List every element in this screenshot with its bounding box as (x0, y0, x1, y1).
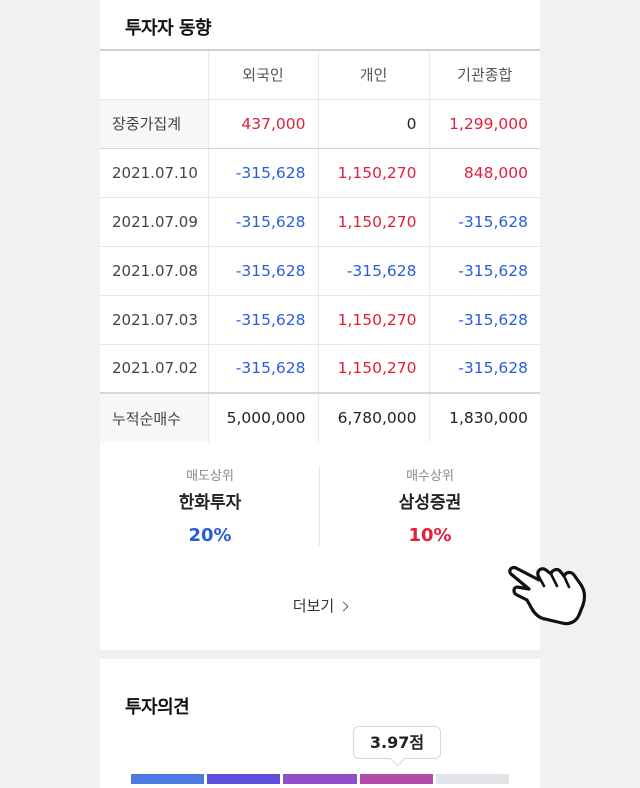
cell-individual: 6,780,000 (317, 393, 429, 442)
buy-top-caption: 매수상위 (406, 469, 454, 484)
sell-top: 매도상위 한화투자 20% (100, 466, 320, 548)
cell-individual: 1,150,270 (317, 148, 429, 198)
column-header-foreign: 외국인 (207, 50, 318, 100)
row-label: 2021.07.08 (100, 246, 208, 296)
row-label: 누적순매수 (100, 393, 208, 442)
pointing-hand-icon (508, 565, 586, 626)
table-row: 2021.07.02 -315,628 1,150,270 -315,628 (100, 344, 540, 394)
column-header-institution: 기관종합 (428, 50, 540, 100)
cell-institution: -315,628 (428, 295, 540, 345)
table-header-row: 외국인 개인 기관종합 (100, 50, 540, 100)
buy-top-percent: 10% (408, 525, 452, 546)
rank-divider (319, 466, 320, 546)
buy-top-broker: 삼성증권 (398, 493, 462, 513)
more-label: 더보기 (292, 597, 335, 615)
cell-institution: 848,000 (428, 148, 540, 198)
cell-individual: 0 (317, 99, 429, 149)
opinion-bar-segment (435, 774, 509, 784)
cell-institution: -315,628 (428, 246, 540, 296)
cell-foreign: 437,000 (207, 99, 318, 149)
row-label: 2021.07.09 (100, 197, 208, 247)
row-label: 2021.07.10 (100, 148, 208, 198)
opinion-bar-segment (207, 774, 281, 784)
table-row: 2021.07.08 -315,628 -315,628 -315,628 (100, 246, 540, 296)
table-row: 2021.07.03 -315,628 1,150,270 -315,628 (100, 295, 540, 345)
opinion-bar-segment (131, 774, 205, 784)
sell-top-caption: 매도상위 (186, 469, 234, 484)
opinion-score-badge: 3.97점 (353, 726, 441, 759)
investor-trend-card: 투자자 동향 외국인 개인 기관종합 장중가집계 437,000 0 1,299… (100, 0, 540, 650)
cell-institution: -315,628 (428, 344, 540, 394)
cell-institution: -315,628 (428, 197, 540, 247)
table-row: 2021.07.09 -315,628 1,150,270 -315,628 (100, 197, 540, 247)
table-row: 2021.07.10 -315,628 1,150,270 848,000 (100, 148, 540, 198)
cell-foreign: -315,628 (207, 295, 318, 345)
column-header-individual: 개인 (317, 50, 429, 100)
row-label: 2021.07.02 (100, 344, 208, 394)
cell-foreign: -315,628 (207, 197, 318, 247)
table-row-total: 누적순매수 5,000,000 6,780,000 1,830,000 (100, 393, 540, 442)
row-label: 2021.07.03 (100, 295, 208, 345)
cell-individual: -315,628 (317, 246, 429, 296)
investor-trend-table: 외국인 개인 기관종합 장중가집계 437,000 0 1,299,000 20… (100, 49, 540, 442)
opinion-bar-segment (359, 774, 433, 784)
cell-institution: 1,299,000 (428, 99, 540, 149)
column-header-empty (100, 50, 208, 100)
row-label: 장중가집계 (100, 99, 208, 149)
cell-institution: 1,830,000 (428, 393, 540, 442)
investment-opinion-title: 투자의견 (125, 697, 190, 718)
top-broker-summary: 매도상위 한화투자 20% 매수상위 삼성증권 10% (100, 466, 540, 546)
buy-top: 매수상위 삼성증권 10% (320, 466, 540, 548)
cell-foreign: 5,000,000 (207, 393, 318, 442)
cell-individual: 1,150,270 (317, 295, 429, 345)
cell-foreign: -315,628 (207, 148, 318, 198)
chevron-right-icon (338, 601, 349, 612)
cell-individual: 1,150,270 (317, 344, 429, 394)
more-button[interactable]: 더보기 (100, 594, 540, 618)
opinion-score-bar (131, 774, 509, 784)
investment-opinion-card: 투자의견 (100, 659, 540, 788)
sell-top-broker: 한화투자 (178, 493, 242, 513)
investor-trend-title: 투자자 동향 (125, 18, 212, 39)
sell-top-percent: 20% (188, 525, 232, 546)
cell-foreign: -315,628 (207, 246, 318, 296)
cell-individual: 1,150,270 (317, 197, 429, 247)
table-row: 장중가집계 437,000 0 1,299,000 (100, 99, 540, 149)
cell-foreign: -315,628 (207, 344, 318, 394)
opinion-bar-segment (283, 774, 357, 784)
